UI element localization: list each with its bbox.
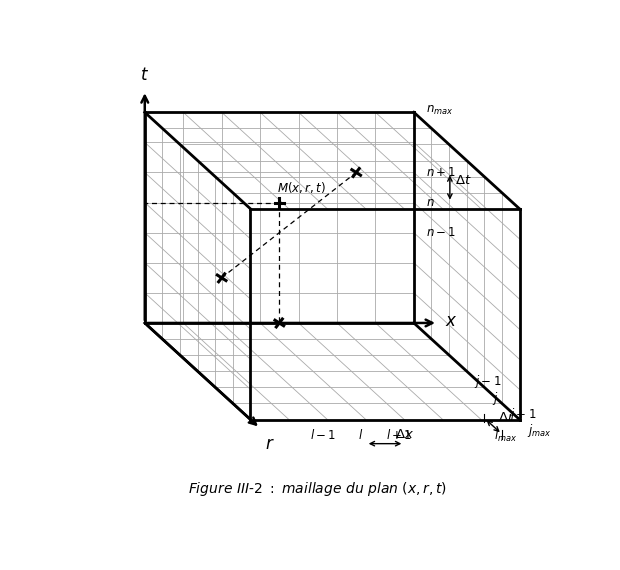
Text: $l$: $l$: [358, 428, 363, 442]
Text: $x$: $x$: [445, 312, 458, 330]
Text: $\Delta x$: $\Delta x$: [395, 429, 414, 441]
Text: $n_{max}$: $n_{max}$: [426, 104, 453, 117]
Text: $\it{Figure\ III\text{-}2\ :\ maillage\ du\ plan}\ (x,r,t)$: $\it{Figure\ III\text{-}2\ :\ maillage\ …: [188, 479, 447, 498]
Text: $n+1$: $n+1$: [426, 166, 456, 179]
Text: $j_{max}$: $j_{max}$: [527, 422, 551, 439]
Text: $l+1$: $l+1$: [386, 428, 412, 442]
Text: $\Delta r$: $\Delta r$: [498, 411, 515, 424]
Text: $j$: $j$: [492, 389, 498, 406]
Text: $M(x, r, t)$: $M(x, r, t)$: [277, 180, 326, 195]
Text: $n$: $n$: [426, 196, 435, 209]
Text: $j-1$: $j-1$: [474, 373, 502, 390]
Text: $r$: $r$: [265, 435, 275, 453]
Text: $n-1$: $n-1$: [426, 226, 456, 239]
Text: $l-1$: $l-1$: [309, 428, 335, 442]
Text: $j+1$: $j+1$: [509, 406, 536, 422]
Text: $t$: $t$: [140, 66, 149, 84]
Text: $\Delta t$: $\Delta t$: [454, 174, 471, 188]
Text: $l_{max}$: $l_{max}$: [494, 428, 517, 445]
